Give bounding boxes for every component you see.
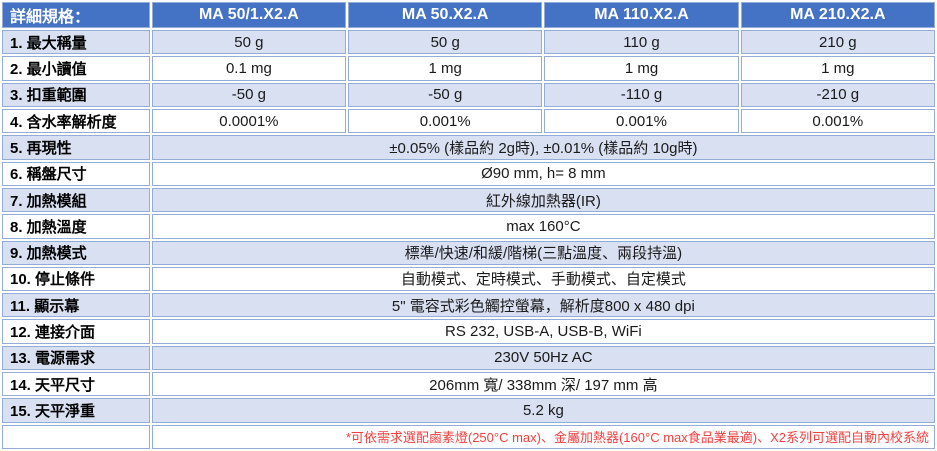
spec-value-merged: 5.2 kg xyxy=(151,398,935,423)
spec-value: -50 g xyxy=(151,82,347,107)
spec-value: 1 mg xyxy=(740,56,935,81)
spec-value: -210 g xyxy=(740,82,935,107)
row-label: 5. 再現性 xyxy=(2,135,150,160)
row-label: 1. 最大稱量 xyxy=(2,30,150,55)
row-label: 13. 電源需求 xyxy=(2,345,150,371)
table-row: 7. 加熱模組 紅外線加熱器(IR) xyxy=(2,187,935,213)
spec-value-merged: 230V 50Hz AC xyxy=(151,345,935,371)
spec-value-merged: 206mm 寬/ 338mm 深/ 197 mm 高 xyxy=(151,372,935,397)
spec-value: -50 g xyxy=(348,82,543,107)
row-label: 15. 天平淨重 xyxy=(2,398,150,423)
table-row: 10. 停止條件 自動模式、定時模式、手動模式、自定模式 xyxy=(2,266,935,292)
spec-value-merged: 紅外線加熱器(IR) xyxy=(151,187,935,213)
table-row: 4. 含水率解析度 0.0001% 0.001% 0.001% 0.001% xyxy=(2,108,935,134)
table-row: 14. 天平尺寸 206mm 寬/ 338mm 深/ 197 mm 高 xyxy=(2,372,935,397)
table-title: 詳細規格： xyxy=(2,2,150,28)
spec-value-merged: 標準/快速/和緩/階梯(三點溫度、兩段持溫) xyxy=(151,240,935,265)
row-label: 4. 含水率解析度 xyxy=(2,108,150,134)
header-row: 詳細規格： MA 50/1.X2.A MA 50.X2.A MA 110.X2.… xyxy=(2,2,935,28)
spec-value: 110 g xyxy=(544,30,739,55)
table-row: 9. 加熱模式 標準/快速/和緩/階梯(三點溫度、兩段持溫) xyxy=(2,240,935,265)
spec-value: 0.001% xyxy=(740,108,935,134)
spec-value: 210 g xyxy=(740,30,935,55)
table-row: 15. 天平淨重 5.2 kg xyxy=(2,398,935,423)
spec-value: 1 mg xyxy=(544,56,739,81)
row-label: 14. 天平尺寸 xyxy=(2,372,150,397)
row-label: 9. 加熱模式 xyxy=(2,240,150,265)
table-row: 6. 稱盤尺寸 Ø90 mm, h= 8 mm xyxy=(2,161,935,186)
table-row: 2. 最小讀值 0.1 mg 1 mg 1 mg 1 mg xyxy=(2,56,935,81)
footnote-empty-cell xyxy=(2,424,150,449)
spec-value: -110 g xyxy=(544,82,739,107)
column-header-model-2: MA 50.X2.A xyxy=(348,2,543,28)
spec-value-merged: RS 232, USB-A, USB-B, WiFi xyxy=(151,319,935,344)
column-header-model-4: MA 210.X2.A xyxy=(740,2,935,28)
row-label: 10. 停止條件 xyxy=(2,266,150,292)
row-label: 12. 連接介面 xyxy=(2,319,150,344)
table-row: 1. 最大稱量 50 g 50 g 110 g 210 g xyxy=(2,30,935,55)
table-row: 11. 顯示幕 5" 電容式彩色觸控螢幕，解析度800 x 480 dpi xyxy=(2,293,935,318)
spec-value-merged: 自動模式、定時模式、手動模式、自定模式 xyxy=(151,266,935,292)
spec-value: 0.1 mg xyxy=(151,56,347,81)
spec-value: 1 mg xyxy=(348,56,543,81)
row-label: 6. 稱盤尺寸 xyxy=(2,161,150,186)
spec-value: 0.0001% xyxy=(151,108,347,134)
table-row: 13. 電源需求 230V 50Hz AC xyxy=(2,345,935,371)
spec-value: 50 g xyxy=(348,30,543,55)
spec-value-merged: max 160°C xyxy=(151,214,935,239)
table-row: 12. 連接介面 RS 232, USB-A, USB-B, WiFi xyxy=(2,319,935,344)
spec-value-merged: Ø90 mm, h= 8 mm xyxy=(151,161,935,186)
footnote: *可依需求選配鹵素燈(250°C max)、金屬加熱器(160°C max食品業… xyxy=(151,424,935,449)
row-label: 7. 加熱模組 xyxy=(2,187,150,213)
row-label: 8. 加熱溫度 xyxy=(2,214,150,239)
row-label: 2. 最小讀值 xyxy=(2,56,150,81)
row-label: 3. 扣重範圍 xyxy=(2,82,150,107)
row-label: 11. 顯示幕 xyxy=(2,293,150,318)
spec-value: 50 g xyxy=(151,30,347,55)
table-row: 8. 加熱溫度 max 160°C xyxy=(2,214,935,239)
spec-value: 0.001% xyxy=(544,108,739,134)
column-header-model-3: MA 110.X2.A xyxy=(544,2,739,28)
table-row: 3. 扣重範圍 -50 g -50 g -110 g -210 g xyxy=(2,82,935,107)
column-header-model-1: MA 50/1.X2.A xyxy=(151,2,347,28)
footnote-row: *可依需求選配鹵素燈(250°C max)、金屬加熱器(160°C max食品業… xyxy=(2,424,935,449)
spec-value-merged: ±0.05% (樣品約 2g時), ±0.01% (樣品約 10g時) xyxy=(151,135,935,160)
spec-value-merged: 5" 電容式彩色觸控螢幕，解析度800 x 480 dpi xyxy=(151,293,935,318)
table-row: 5. 再現性 ±0.05% (樣品約 2g時), ±0.01% (樣品約 10g… xyxy=(2,135,935,160)
spec-value: 0.001% xyxy=(348,108,543,134)
